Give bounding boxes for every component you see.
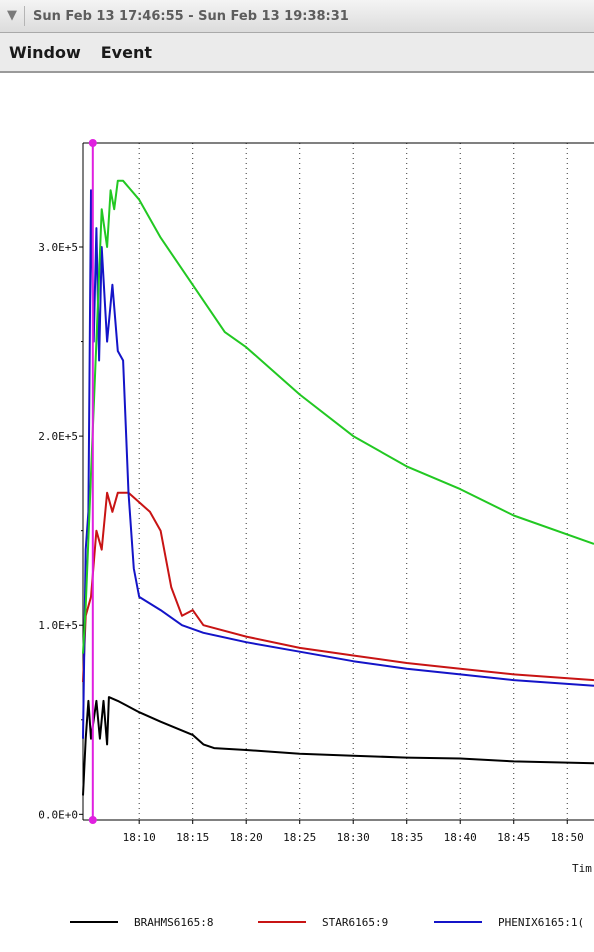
menu-item-event[interactable]: Event [100,42,152,62]
x-tick-label: 18:30 [337,831,370,844]
chart-legend: BRAHMS6165:8 STAR6165:9 PHENIX6165:1( [70,916,584,929]
x-tick-label: 18:50 [551,831,584,844]
y-tick-label: 3.0E+5 [38,241,78,254]
x-tick-label: 18:20 [230,831,263,844]
x-tick-label: 18:15 [176,831,209,844]
x-tick-label: 18:35 [390,831,423,844]
series-line-unnamed [82,179,594,654]
y-tick-label: 0.0E+0 [38,808,78,821]
chart-grid [138,143,568,820]
x-tick-label: 18:45 [497,831,530,844]
time-cursor[interactable] [88,139,97,824]
legend-label: PHENIX6165:1( [498,916,584,929]
x-axis-title: Tim [572,862,592,875]
x-tick-label: 18:40 [444,831,477,844]
series-line-phenix6165-1 [82,189,594,739]
x-tick-label: 18:10 [123,831,156,844]
series-line-star6165-9 [82,491,594,683]
legend-label: STAR6165:9 [322,916,388,929]
y-tick-label: 2.0E+5 [38,430,78,443]
y-tick-label: 1.0E+5 [38,619,78,632]
chart-series [82,179,594,796]
window-title-bar: ▼ Sun Feb 13 17:46:55 - Sun Feb 13 19:38… [0,0,594,33]
line-chart: 18:10 18:15 18:20 18:25 18:30 18:35 18:40 18:45… [38,139,594,929]
cursor-handle-top[interactable] [88,139,97,147]
chevron-down-icon[interactable]: ▼ [0,6,25,26]
series-line-brahms6165-8 [82,696,594,796]
menu-bar: Window Event [0,33,594,73]
legend-label: BRAHMS6165:8 [134,916,213,929]
window-title: Sun Feb 13 17:46:55 - Sun Feb 13 19:38:3… [33,8,349,24]
x-tick-label: 18:25 [283,831,316,844]
chart-axes: 18:10 18:15 18:20 18:25 18:30 18:35 18:40 18:45… [38,142,594,875]
cursor-handle-bottom[interactable] [88,816,97,824]
menu-item-window[interactable]: Window [9,42,81,62]
